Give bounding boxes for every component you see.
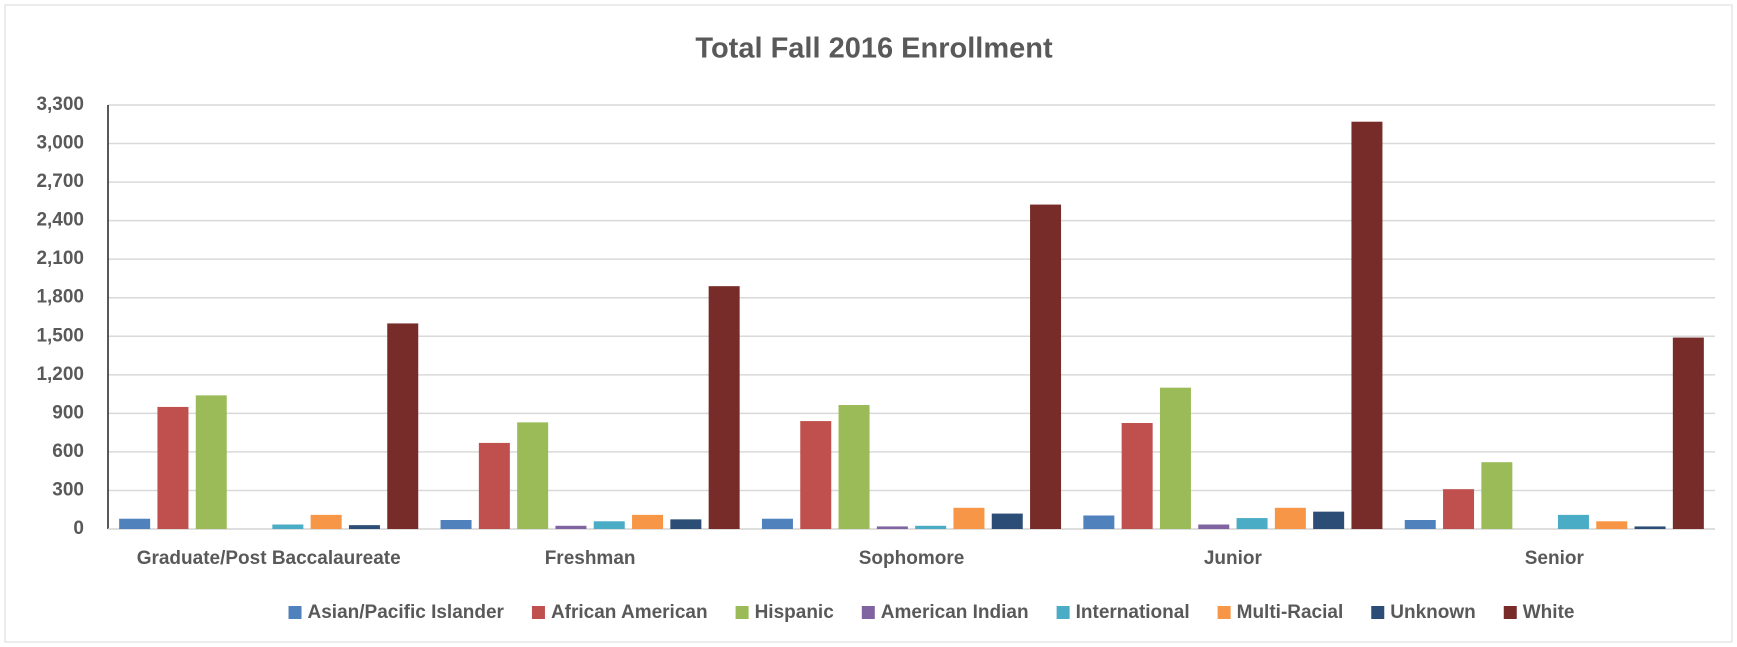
bar (310, 514, 342, 529)
y-tick-label: 1,200 (36, 364, 84, 385)
legend-label: African American (551, 602, 708, 623)
bar (915, 525, 947, 529)
chart-border (4, 4, 1733, 643)
bar (1557, 514, 1589, 529)
legend-label: White (1523, 602, 1575, 623)
y-tick-label: 3,000 (36, 133, 84, 154)
bar (838, 405, 870, 529)
y-tick-label: 1,800 (36, 287, 84, 308)
bar (991, 513, 1023, 529)
y-tick-label: 600 (52, 441, 84, 462)
bar (1121, 423, 1153, 529)
bar (1404, 520, 1436, 529)
y-tick-label: 0 (73, 518, 84, 539)
bar (632, 514, 664, 529)
bar (953, 507, 985, 529)
bar (119, 518, 151, 529)
y-tick-label: 3,300 (36, 94, 84, 115)
legend-label: Hispanic (755, 602, 835, 623)
y-tick-label: 2,700 (36, 171, 84, 192)
bar (1351, 121, 1383, 529)
bar (348, 525, 380, 529)
legend-label: International (1076, 602, 1190, 623)
bar (1313, 511, 1345, 529)
y-tick-label: 2,400 (36, 210, 84, 231)
bar (1236, 518, 1268, 529)
legend-swatch (1371, 606, 1385, 619)
y-tick-label: 900 (52, 402, 84, 423)
legend-label: Multi-Racial (1237, 602, 1344, 623)
x-tick-label: Senior (1525, 548, 1585, 569)
bar (1159, 387, 1191, 529)
bar (517, 422, 549, 529)
x-tick-label: Freshman (545, 548, 636, 569)
x-tick-label: Sophomore (859, 548, 965, 569)
legend-swatch (531, 606, 545, 619)
bar (1198, 524, 1230, 529)
bar (593, 521, 625, 529)
bar (1030, 204, 1062, 530)
bar (478, 442, 510, 529)
legend-label: American Indian (881, 602, 1029, 623)
bar (272, 524, 304, 529)
bar (1274, 507, 1306, 529)
bar (440, 520, 472, 529)
legend-swatch (735, 606, 749, 619)
legend-label: Unknown (1390, 602, 1476, 623)
x-tick-label: Junior (1204, 548, 1263, 569)
y-tick-label: 300 (52, 479, 84, 500)
bar (708, 286, 740, 529)
bar (555, 525, 587, 529)
bar (157, 406, 189, 529)
legend-swatch (1217, 606, 1231, 619)
bar (387, 323, 419, 529)
bar (1672, 337, 1704, 529)
legend-swatch (861, 606, 875, 619)
bar (1634, 526, 1666, 529)
bar (670, 519, 702, 529)
bar (1083, 515, 1115, 529)
bar (876, 526, 908, 529)
legend-label: Asian/Pacific Islander (308, 602, 505, 623)
legend-swatch (1056, 606, 1070, 619)
bar (1443, 489, 1475, 529)
bar (800, 421, 832, 529)
y-tick-label: 1,500 (36, 325, 84, 346)
chart-title: Total Fall 2016 Enrollment (695, 33, 1053, 65)
bar (195, 395, 227, 529)
bar (1596, 521, 1628, 529)
bar (761, 518, 793, 529)
legend-swatch (288, 606, 302, 619)
legend-swatch (1503, 606, 1517, 619)
x-tick-label: Graduate/Post Baccalaureate (137, 548, 401, 569)
bar (1481, 462, 1513, 529)
y-tick-label: 2,100 (36, 248, 84, 269)
